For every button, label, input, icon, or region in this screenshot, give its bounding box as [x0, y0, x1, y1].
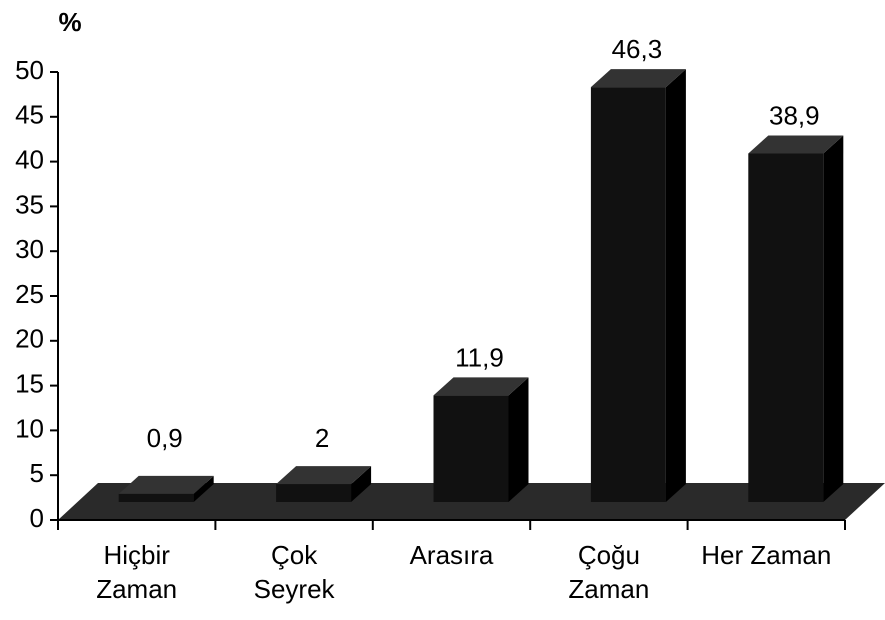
- bar-face: [433, 377, 529, 396]
- value-label: 11,9: [455, 342, 504, 372]
- value-label: 46,3: [612, 34, 663, 64]
- y-tick-label: 45: [15, 100, 44, 130]
- y-tick-label: 40: [15, 144, 44, 174]
- y-tick-label: 15: [15, 368, 44, 398]
- y-tick-label: 5: [30, 458, 44, 488]
- bar: [276, 466, 372, 502]
- bar-face: [590, 69, 686, 88]
- y-tick-label: 10: [15, 413, 44, 443]
- bar-face: [590, 87, 666, 502]
- y-tick-label: 35: [15, 189, 44, 219]
- x-tick-label: Hiçbir Zaman: [96, 540, 178, 604]
- bar-face: [665, 69, 686, 502]
- bar: [433, 377, 529, 502]
- value-label: 0,9: [147, 423, 183, 453]
- bar-face: [351, 466, 372, 502]
- y-tick-label: 50: [15, 55, 44, 85]
- bar-face: [748, 135, 844, 154]
- y-tick-label: 0: [30, 503, 44, 533]
- bar: [748, 135, 844, 502]
- x-tick-label: Çok Seyrek: [253, 540, 335, 604]
- x-tick-label: Her Zaman: [701, 540, 832, 570]
- bar: [590, 69, 686, 502]
- bar: [118, 475, 214, 502]
- y-tick-label: 25: [15, 279, 44, 309]
- bar-face: [118, 475, 214, 494]
- x-tick-label: Arasıra: [409, 540, 494, 570]
- value-label: 2: [315, 423, 329, 453]
- bar-face: [433, 395, 509, 502]
- bar-face: [118, 493, 194, 502]
- y-axis-label: %: [58, 7, 81, 37]
- bar-face: [508, 377, 529, 502]
- bar-face: [823, 135, 844, 502]
- bar-face: [276, 466, 372, 485]
- y-tick-label: 30: [15, 234, 44, 264]
- bar-face: [276, 484, 352, 502]
- bar-face: [193, 475, 214, 502]
- y-tick-label: 20: [15, 324, 44, 354]
- x-tick-label: Çoğu Zaman: [568, 540, 650, 604]
- value-label: 38,9: [769, 100, 820, 130]
- bar-face: [748, 153, 824, 502]
